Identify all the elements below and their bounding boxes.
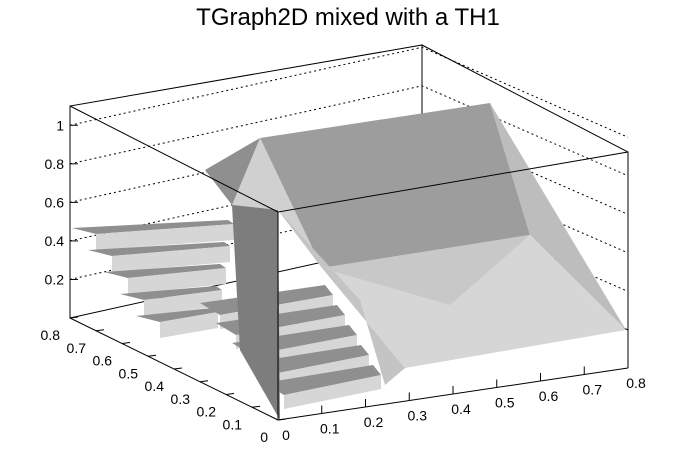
th1-step-top — [104, 264, 226, 278]
surface-face-ridge — [322, 235, 530, 305]
y-axis-ticks: 0 0.1 0.2 0.3 0.4 0.5 0.6 0.7 0.8 — [41, 316, 287, 445]
surface-face-top-back — [260, 103, 530, 268]
front-box-edge — [277, 151, 629, 420]
y-tick-mark — [121, 342, 131, 344]
y-tick-label: 0.2 — [197, 404, 217, 420]
y-tick-mark — [95, 329, 105, 332]
x-tick-label: 0.4 — [451, 401, 471, 417]
y-tick-label: 0 — [260, 429, 268, 445]
th1-step-top — [136, 308, 218, 322]
top-left-edge — [69, 105, 279, 213]
x-tick-label: 0.8 — [626, 375, 646, 391]
x-tick-label: 0 — [282, 427, 290, 443]
y-tick-label: 0.8 — [41, 327, 61, 343]
x-axis-ticks: 0 0.1 0.2 0.3 0.4 0.5 0.6 0.7 0.8 — [277, 360, 646, 443]
z-grid-line — [69, 46, 629, 138]
th1-step-front — [128, 268, 226, 294]
th1-step-top — [120, 286, 222, 300]
z-grid-line — [69, 85, 629, 177]
th1-step-top — [72, 220, 234, 234]
x-tick-label: 0.3 — [408, 408, 428, 424]
surface-side-wall — [232, 205, 280, 420]
y-tick-label: 0.6 — [93, 353, 113, 369]
z-tick-label: 0.8 — [45, 156, 65, 172]
th1-front-step-side — [284, 375, 381, 409]
y-tick-label: 0.1 — [223, 416, 243, 432]
y-tick-label: 0.3 — [171, 391, 191, 407]
y-tick-label: 0.4 — [145, 378, 165, 394]
z-axis-ticks: 0.2 0.4 0.6 0.8 1 — [45, 117, 78, 287]
y-tick-label: 0.5 — [119, 365, 139, 381]
surface-face-front-left — [278, 210, 405, 385]
y-tick-mark — [225, 393, 235, 395]
x-tick-label: 0.5 — [495, 395, 515, 411]
x-tick-label: 0.6 — [539, 388, 559, 404]
y-tick-mark — [147, 354, 157, 357]
x-tick-label: 0.7 — [583, 382, 603, 398]
x-tick-label: 0.2 — [364, 414, 384, 430]
graph2d-surface — [205, 103, 626, 420]
th1-step-front — [144, 290, 222, 316]
z-tick-label: 0.6 — [45, 194, 65, 210]
y-tick-mark — [173, 367, 183, 370]
z-tick-label: 0.4 — [45, 233, 65, 249]
chart-title: TGraph2D mixed with a TH1 — [196, 4, 500, 31]
y-tick-label: 0.7 — [67, 340, 87, 356]
z-tick-label: 1 — [56, 117, 64, 133]
th1-step-top — [88, 242, 230, 256]
th1-step-front — [112, 246, 230, 272]
th1-front-step-top — [264, 365, 381, 395]
surface-face-right — [490, 103, 626, 330]
y-tick-mark — [199, 380, 209, 383]
y-tick-mark — [69, 316, 79, 319]
z-tick-label: 0.2 — [45, 271, 65, 287]
th1-step-front — [96, 224, 234, 250]
x-tick-label: 0.1 — [320, 421, 340, 437]
th1-step-front — [160, 312, 218, 338]
y-tick-mark — [277, 418, 287, 421]
y-tick-mark — [251, 405, 261, 408]
